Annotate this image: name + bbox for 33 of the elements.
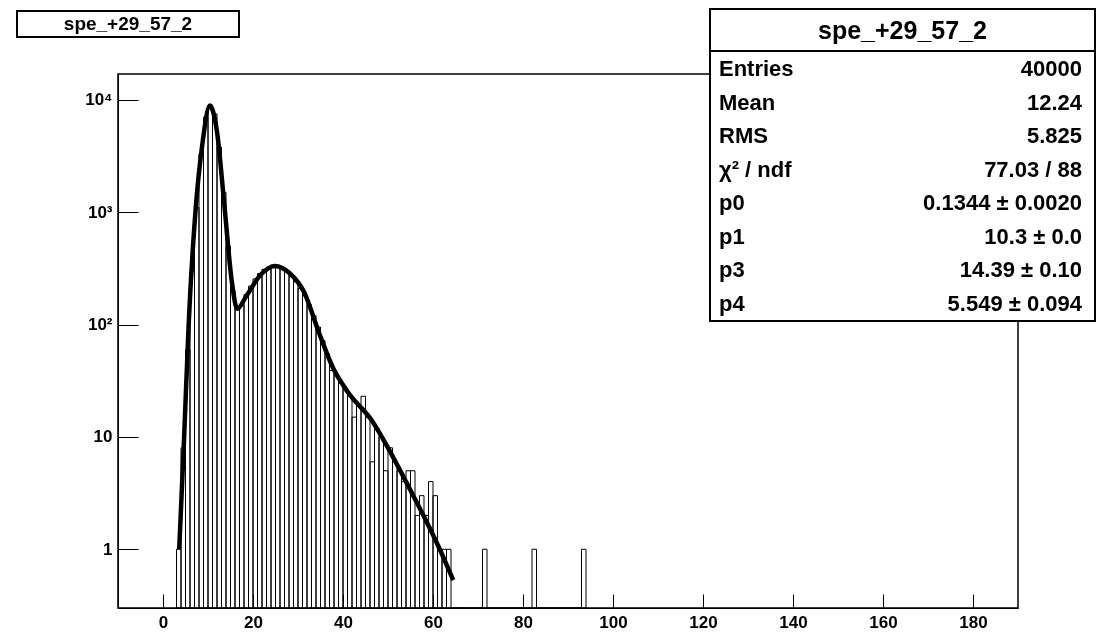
annotation: p3 xyxy=(719,256,745,284)
x-tick-label: 20 xyxy=(244,612,263,632)
annotation: 0.1344 ± 0.0020 xyxy=(923,189,1082,217)
text: 12.24 xyxy=(1026,88,1082,117)
annotation: 5.549 ± 0.094 xyxy=(947,289,1082,318)
annotation: Entries xyxy=(719,55,794,83)
x-tick-label: 140 xyxy=(779,612,808,632)
chart-title: spe_+29_57_2 xyxy=(16,10,240,38)
y-tick-label: 1 xyxy=(103,539,113,559)
annotation: Mean xyxy=(719,88,776,117)
annotation: 10.3 ± 0.0 xyxy=(984,222,1082,251)
x-tick-label: 0 xyxy=(158,612,169,632)
x-tick-label: 180 xyxy=(959,612,988,632)
y-tick-label: 10² xyxy=(87,315,113,335)
annotation: RMS xyxy=(719,122,768,150)
x-tick-label: 40 xyxy=(334,612,353,632)
y-tick-label: 10 xyxy=(93,427,113,447)
annotation: p4 xyxy=(719,289,745,318)
text: 40000 xyxy=(1020,55,1082,83)
x-tick-label: 100 xyxy=(599,612,628,632)
x-tick-label: 80 xyxy=(514,612,533,632)
y-tick-label: 10³ xyxy=(87,202,113,222)
text: spe_+29_57_2 xyxy=(711,10,1094,52)
x-tick-label: 160 xyxy=(869,612,898,632)
annotation: 77.03 / 88 xyxy=(984,155,1082,184)
annotation: p1 xyxy=(719,222,745,251)
y-tick-label: 10⁴ xyxy=(85,90,113,110)
annotation: 14.39 ± 0.10 xyxy=(959,256,1082,284)
x-tick-label: 120 xyxy=(689,612,718,632)
x-tick-label: 60 xyxy=(424,612,443,632)
annotation: χ² / ndf xyxy=(719,155,792,184)
text: 5.825 xyxy=(1026,122,1082,150)
annotation: p0 xyxy=(719,189,745,217)
